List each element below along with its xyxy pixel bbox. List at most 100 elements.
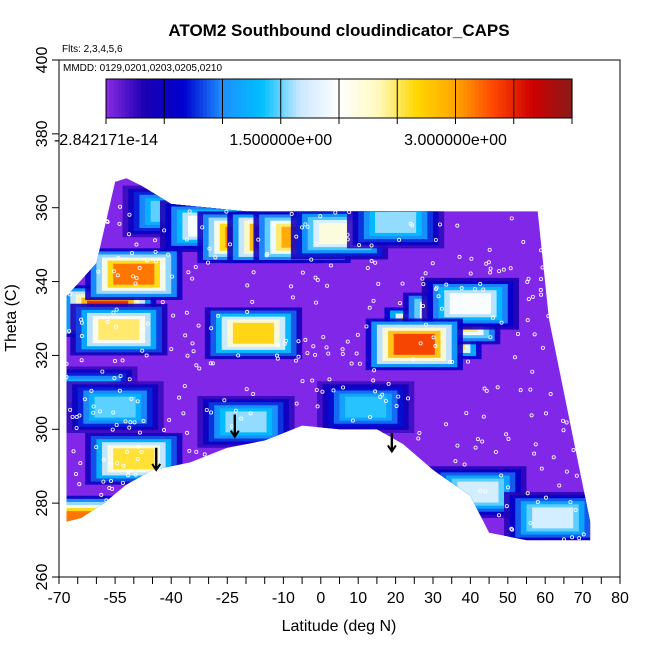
observation-dot	[505, 485, 510, 490]
colorbar-segment	[471, 79, 476, 118]
observation-dot	[543, 495, 548, 500]
observation-dot	[539, 248, 544, 253]
observation-dot	[408, 221, 413, 226]
observation-dot	[418, 341, 423, 346]
observation-dot	[424, 322, 429, 327]
observation-dot	[244, 387, 249, 392]
observation-points	[64, 204, 586, 542]
colorbar-segment	[385, 79, 391, 118]
observation-dot	[245, 283, 250, 288]
observation-dot	[561, 537, 566, 542]
colorbar-segment	[113, 79, 119, 118]
x-tick-label: 0	[316, 590, 325, 607]
observation-dot	[459, 286, 464, 291]
x-tick-label: 50	[499, 590, 517, 607]
x-tick-label: 40	[462, 590, 480, 607]
cloud-cell	[98, 319, 140, 341]
colorbar-segment	[455, 79, 460, 118]
observation-dot	[455, 443, 460, 448]
observation-dot	[182, 384, 187, 389]
colorbar-segment	[513, 79, 519, 118]
observation-dot	[206, 260, 211, 265]
y-axis: 260 280 300 320 340 360 380 400	[34, 47, 59, 590]
flights-note: Flts: 2,3,4,5,6	[62, 44, 123, 55]
y-tick-label: 300	[34, 416, 51, 443]
observation-dot	[328, 263, 333, 268]
observation-dot	[504, 504, 509, 509]
colorbar-label: -2.842171e-14	[54, 132, 158, 149]
observation-dot	[320, 389, 325, 394]
observation-dot	[112, 376, 117, 381]
x-tick-label: 30	[424, 590, 442, 607]
cloud-cell	[113, 263, 155, 285]
colorbar-segment	[377, 79, 383, 118]
observation-dot	[462, 462, 467, 467]
observation-dot	[417, 431, 422, 436]
observation-dot	[129, 396, 134, 401]
observation-dot	[209, 326, 214, 331]
observation-dot	[115, 273, 120, 278]
colorbar-segment	[389, 79, 394, 118]
colorbar-segment	[249, 79, 255, 118]
observation-dot	[104, 498, 109, 503]
observation-dot	[340, 351, 345, 356]
observation-dot	[341, 385, 346, 390]
observation-dot	[166, 252, 171, 257]
colorbar-segment	[463, 79, 468, 118]
observation-dot	[525, 279, 530, 284]
observation-dot	[236, 353, 241, 358]
observation-dot	[499, 320, 504, 325]
observation-dot	[416, 436, 421, 441]
observation-dot	[160, 300, 165, 305]
colorbar-segment	[133, 79, 138, 118]
observation-dot	[162, 428, 167, 433]
observation-dot	[127, 377, 132, 382]
colorbar-segment	[222, 79, 227, 118]
observation-dot	[468, 271, 473, 276]
observation-dot	[484, 388, 489, 393]
x-tick-label: 70	[574, 590, 592, 607]
colorbar-segment	[315, 79, 321, 118]
colorbar-segment	[552, 79, 558, 118]
observation-dot	[303, 222, 308, 227]
colorbar-segment	[544, 79, 550, 118]
cloud-cell	[232, 322, 275, 344]
observation-dot	[187, 448, 192, 453]
colorbar-segment	[272, 79, 278, 118]
observation-dot	[101, 457, 106, 462]
observation-dot	[128, 420, 133, 425]
x-tick-label: -55	[104, 590, 127, 607]
colorbar-segment	[327, 79, 332, 118]
observation-dot	[96, 269, 101, 274]
observation-dot	[397, 237, 402, 242]
observation-dot	[325, 283, 330, 288]
observation-dot	[386, 381, 391, 386]
cloud-cell	[225, 411, 267, 433]
observation-dot	[515, 331, 520, 336]
colorbar-segment	[393, 79, 398, 118]
observation-dot	[557, 483, 562, 488]
observation-dot	[194, 449, 199, 454]
observation-dot	[508, 266, 513, 271]
observation-dot	[78, 461, 83, 466]
observation-dot	[229, 424, 234, 429]
observation-dot	[450, 360, 455, 365]
observation-dot	[169, 274, 174, 279]
colorbar-segment	[137, 79, 142, 118]
observation-dot	[315, 404, 320, 409]
colorbar-label: 1.500000e+00	[229, 132, 332, 149]
observation-dot	[378, 394, 383, 399]
colorbar-segment	[175, 79, 181, 118]
colorbar: -2.842171e-14 1.500000e+00 3.000000e+00	[54, 78, 573, 149]
observation-dot	[455, 223, 460, 228]
observation-dot	[371, 298, 376, 303]
colorbar-segment	[117, 79, 123, 118]
colorbar-segment	[366, 79, 371, 118]
y-tick-label: 360	[34, 194, 51, 221]
colorbar-segment	[350, 79, 356, 118]
observation-dot	[187, 209, 192, 214]
observation-dot	[294, 401, 299, 406]
observation-dot	[73, 471, 78, 476]
observation-dot	[345, 237, 350, 242]
observation-dot	[371, 378, 376, 383]
